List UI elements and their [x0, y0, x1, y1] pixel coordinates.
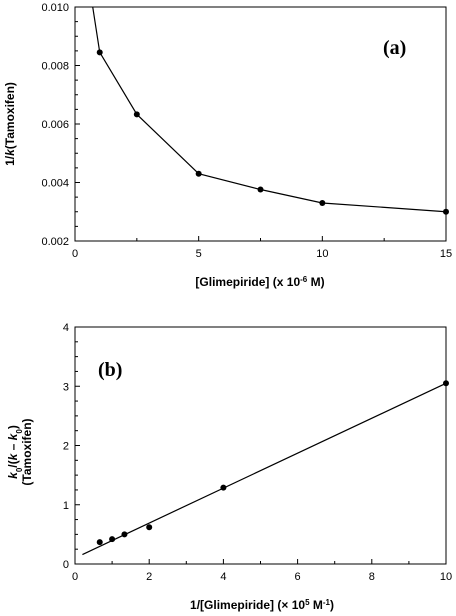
axis-ticks-b: 0 2 4 6 8 10 0 1 2 3 4: [63, 322, 452, 583]
series-points-a: [96, 49, 449, 215]
series-points-b: [96, 380, 449, 546]
y-tick-label-a: 0.004: [41, 178, 69, 190]
y-axis-title-b-line1: k0/(k – k0): [6, 425, 24, 479]
x-tick-label-b: 10: [440, 571, 452, 583]
y-tick-label-a: 0.008: [41, 61, 69, 73]
data-point-b: [109, 536, 116, 543]
data-point-b: [96, 539, 103, 546]
data-point-b: [220, 484, 227, 491]
panel-label-b: (b): [98, 359, 122, 381]
fit-line-b: [82, 382, 447, 556]
y-tick-label-b: 0: [63, 559, 69, 571]
data-point-a: [96, 49, 103, 56]
y-tick-label-a: 0.002: [41, 236, 69, 248]
y-tick-label-b: 1: [63, 500, 69, 512]
y-axis-title-b-line2: (Tamoxifen): [20, 418, 34, 485]
axis-ticks-a: 0 5 10 15 0.002 0.004 0.006 0.008 0.010: [41, 2, 452, 260]
plot-frame-b: [74, 326, 447, 565]
x-tick-label-a: 0: [72, 248, 78, 260]
x-tick-label-b: 2: [146, 571, 152, 583]
x-axis-title-b: 1/[Glimepiride] (× 105 M-1): [190, 598, 334, 613]
x-tick-label-b: 6: [295, 571, 301, 583]
x-tick-label-a: 5: [196, 248, 202, 260]
x-tick-label-a: 10: [316, 248, 328, 260]
data-point-a: [319, 199, 326, 206]
data-point-a: [133, 111, 140, 118]
data-point-b: [443, 380, 449, 387]
data-point-a: [257, 186, 264, 193]
data-point-b: [146, 524, 153, 531]
y-tick-label-b: 4: [63, 322, 69, 334]
series-line-a: [92, 7, 446, 213]
y-tick-label-a: 0.010: [41, 2, 69, 14]
data-point-b: [121, 531, 128, 538]
panel-a: 0 5 10 15 0.002 0.004 0.006 0.008 0.010 (a) [Gli…: [3, 2, 452, 290]
data-point-a: [443, 208, 449, 215]
panel-b: 0 2 4 6 8 10 0 1 2 3 4 (b) 1/[Glimepiride] (× 105 …: [6, 322, 452, 612]
y-tick-label-a: 0.006: [41, 119, 69, 131]
x-tick-label-b: 4: [220, 571, 226, 583]
y-tick-label-b: 3: [63, 381, 69, 393]
x-tick-label-b: 0: [72, 571, 78, 583]
x-tick-label-a: 15: [440, 248, 452, 260]
y-axis-title-a: 1/k(Tamoxifen): [3, 82, 17, 166]
y-tick-label-b: 2: [63, 441, 69, 453]
x-axis-title-a: [Glimepiride] (x 10-6 M): [195, 275, 324, 290]
x-tick-label-b: 8: [369, 571, 375, 583]
panel-label-a: (a): [383, 37, 406, 59]
data-point-a: [195, 170, 202, 177]
